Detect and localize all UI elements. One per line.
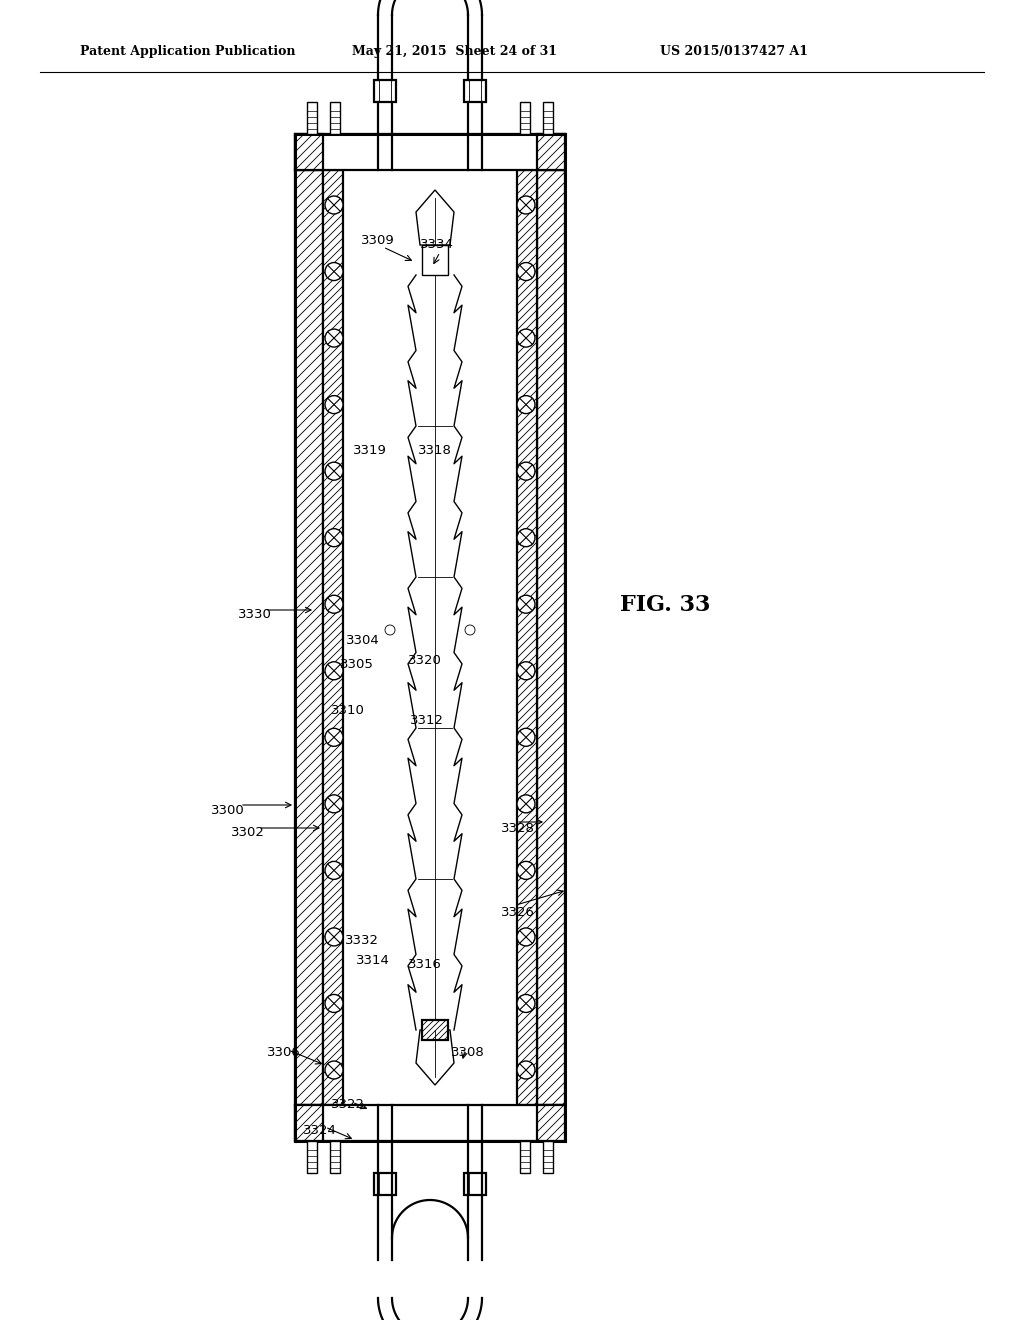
Bar [537, 1105, 565, 1140]
Polygon shape [416, 1030, 454, 1085]
Bar [295, 1105, 565, 1140]
Bar [464, 1173, 486, 1195]
Bar [374, 81, 396, 102]
Circle shape [325, 263, 343, 281]
Circle shape [325, 994, 343, 1012]
Circle shape [517, 396, 535, 413]
Circle shape [517, 795, 535, 813]
Bar [422, 246, 449, 275]
Text: 3306: 3306 [267, 1045, 301, 1059]
Text: 3309: 3309 [361, 234, 395, 247]
Circle shape [325, 462, 343, 480]
Text: 3308: 3308 [452, 1045, 485, 1059]
Text: 3328: 3328 [501, 821, 535, 834]
Circle shape [325, 595, 343, 614]
Circle shape [517, 462, 535, 480]
Text: 3312: 3312 [410, 714, 444, 726]
Text: 3318: 3318 [418, 444, 452, 457]
Text: 3324: 3324 [303, 1123, 337, 1137]
Bar [307, 1140, 317, 1173]
Text: 3310: 3310 [331, 704, 365, 717]
Circle shape [517, 862, 535, 879]
Circle shape [325, 195, 343, 214]
Text: 3322: 3322 [331, 1098, 365, 1111]
Bar [517, 170, 537, 1105]
Circle shape [517, 195, 535, 214]
Bar [307, 102, 317, 135]
Text: May 21, 2015  Sheet 24 of 31: May 21, 2015 Sheet 24 of 31 [352, 45, 557, 58]
Circle shape [325, 529, 343, 546]
Circle shape [325, 729, 343, 746]
Bar [374, 1173, 396, 1195]
Text: 3326: 3326 [501, 906, 535, 919]
Bar [330, 102, 340, 135]
Bar [543, 1140, 553, 1173]
Bar [343, 170, 517, 1105]
Text: 3316: 3316 [408, 958, 442, 972]
Circle shape [517, 1061, 535, 1078]
Text: 3302: 3302 [231, 825, 265, 838]
Bar [537, 135, 565, 170]
Circle shape [325, 396, 343, 413]
Circle shape [517, 595, 535, 614]
Bar [464, 81, 486, 102]
Text: 3305: 3305 [340, 659, 374, 672]
Circle shape [325, 862, 343, 879]
Bar [295, 1105, 323, 1140]
Circle shape [517, 994, 535, 1012]
Circle shape [517, 729, 535, 746]
Circle shape [325, 1061, 343, 1078]
Bar [520, 1140, 530, 1173]
Bar [537, 170, 565, 1105]
Circle shape [517, 263, 535, 281]
Bar [323, 170, 343, 1105]
Bar [295, 135, 323, 170]
Circle shape [465, 624, 475, 635]
Text: 3320: 3320 [408, 653, 442, 667]
Bar [295, 135, 565, 170]
Circle shape [325, 329, 343, 347]
Bar [520, 102, 530, 135]
Text: US 2015/0137427 A1: US 2015/0137427 A1 [660, 45, 808, 58]
Text: 3300: 3300 [211, 804, 245, 817]
Text: 3330: 3330 [238, 609, 272, 622]
Bar [295, 170, 323, 1105]
Text: FIG. 33: FIG. 33 [620, 594, 711, 616]
Text: 3314: 3314 [356, 953, 390, 966]
Bar [408, 275, 462, 1030]
Text: 3332: 3332 [345, 933, 379, 946]
Circle shape [517, 529, 535, 546]
Circle shape [517, 329, 535, 347]
Polygon shape [416, 190, 454, 246]
Text: 3334: 3334 [420, 239, 454, 252]
Circle shape [325, 795, 343, 813]
Circle shape [517, 928, 535, 946]
Text: Patent Application Publication: Patent Application Publication [80, 45, 296, 58]
Circle shape [517, 661, 535, 680]
Bar [422, 1020, 449, 1040]
Bar [330, 1140, 340, 1173]
Polygon shape [408, 275, 462, 1030]
Circle shape [325, 928, 343, 946]
Text: 3304: 3304 [346, 634, 380, 647]
Bar [543, 102, 553, 135]
Circle shape [385, 624, 395, 635]
Text: 3319: 3319 [353, 444, 387, 457]
Circle shape [325, 661, 343, 680]
